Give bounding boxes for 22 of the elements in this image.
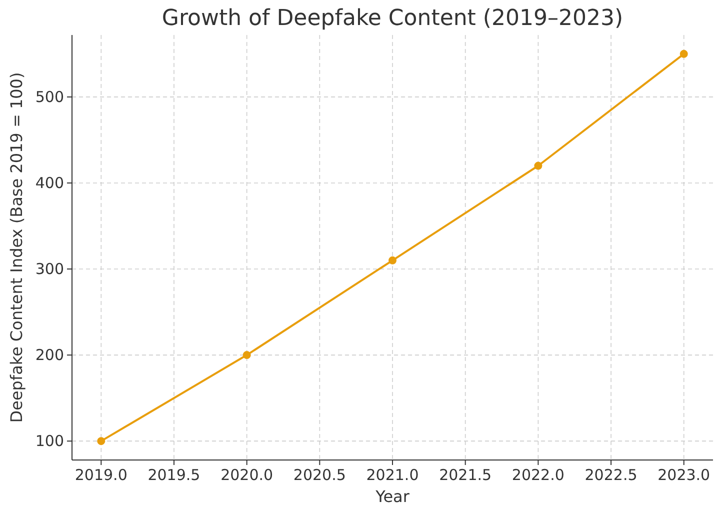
y-tick-label: 300 [35, 260, 64, 278]
x-tick-label: 2020.5 [293, 466, 346, 484]
point [97, 437, 106, 446]
x-axis-title: Year [374, 487, 410, 506]
y-tick-label: 500 [35, 88, 64, 106]
y-tick-label: 200 [35, 346, 64, 364]
x-tick-label: 2022.5 [584, 466, 638, 484]
y-axis-title: Deepfake Content Index (Base 2019 = 100) [7, 72, 26, 423]
point [680, 50, 688, 58]
x-tick-label: 2020.0 [220, 466, 274, 484]
x-tick-label: 2019.0 [74, 466, 128, 484]
x-tick-label: 2019.5 [148, 466, 200, 484]
point [388, 256, 396, 264]
point [242, 351, 251, 360]
x-tick-label: 2022.0 [512, 466, 564, 484]
y-tick-label: 400 [35, 174, 64, 192]
point [534, 162, 542, 170]
y-tick-label: 100 [35, 432, 64, 450]
chart-title: Growth of Deepfake Content (2019–2023) [162, 6, 624, 31]
x-tick-label: 2021.5 [439, 466, 492, 484]
x-tick-label: 2023.0 [658, 466, 710, 484]
x-tick-label: 2021.0 [366, 466, 419, 484]
